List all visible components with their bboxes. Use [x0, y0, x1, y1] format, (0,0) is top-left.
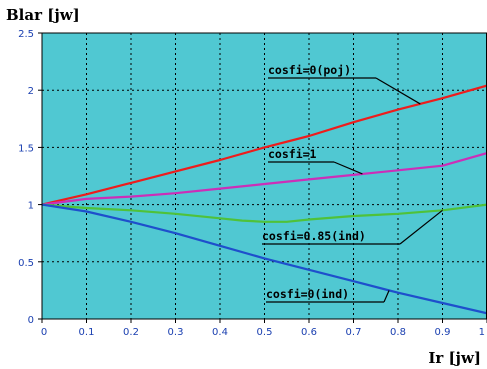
x-tick-label: 0: [41, 327, 47, 338]
annotation-label: cosfi=1: [268, 147, 317, 161]
y-tick-label: 2.5: [18, 29, 34, 40]
y-tick-labels: 0 0.5 1 1.5 2 2.5: [18, 29, 42, 326]
annotation-leader: [383, 290, 390, 303]
x-axis-label: Ir [jw]: [428, 349, 481, 367]
x-tick-label: 0.1: [79, 327, 95, 338]
x-tick-label: 0.5: [257, 327, 273, 338]
x-tick-labels: 0 0.1 0.2 0.3 0.4 0.5 0.6 0.7 0.8 0.9 1: [41, 319, 487, 338]
series-line-4: [41, 203, 487, 315]
x-tick-label: 0.3: [168, 327, 184, 338]
annotation-leader: [375, 77, 421, 105]
x-tick-label: 0.7: [346, 327, 362, 338]
x-tick-label: 0.9: [435, 327, 451, 338]
annotation-label: cosfi=0(ind): [266, 287, 349, 301]
x-tick-label: 1: [479, 327, 485, 338]
annotation-label: cosfi=0(poj): [268, 63, 351, 77]
y-tick-label: 1: [28, 201, 34, 212]
x-tick-label: 0.8: [390, 327, 406, 338]
series-layer: [41, 84, 487, 315]
plot-area: [42, 33, 487, 319]
y-axis-label: Blar [jw]: [6, 6, 80, 24]
y-tick-label: 0.5: [18, 258, 34, 269]
x-tick-label: 0.6: [301, 327, 317, 338]
y-tick-label: 2: [28, 86, 34, 97]
series-line-1: [41, 84, 487, 206]
y-tick-label: 0: [28, 315, 34, 326]
x-tick-label: 0.4: [212, 327, 228, 338]
series-line-3: [41, 203, 487, 223]
grid: [42, 33, 487, 319]
series-line-2: [41, 152, 487, 206]
annotation-leader: [333, 161, 363, 175]
annotation-layer: cosfi=0(poj) cosfi=1 cosfi=0.85(ind) cosfi=…: [262, 63, 443, 303]
x-tick-label: 0.2: [123, 327, 139, 338]
y-tick-label: 1.5: [18, 143, 34, 154]
annotation-leader: [399, 209, 443, 245]
annotation-label: cosfi=0.85(ind): [262, 229, 366, 243]
